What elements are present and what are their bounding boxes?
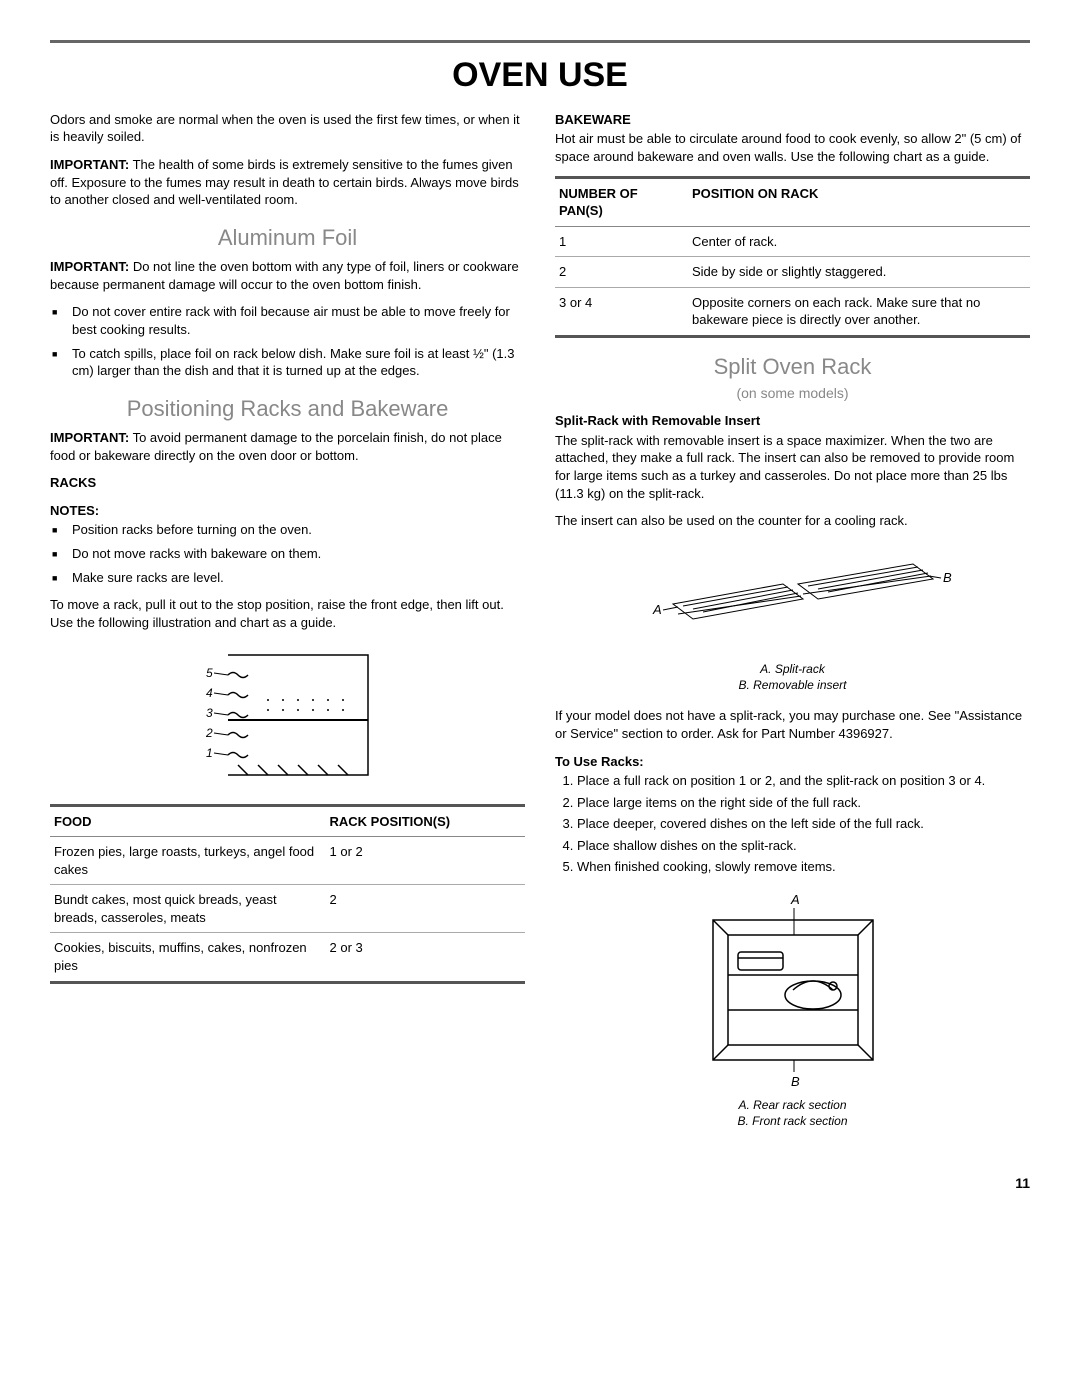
use-racks-label: To Use Racks: — [555, 753, 1030, 771]
split-rack-figure: A B A. Split-rack B. Removable insert — [555, 544, 1030, 694]
caption-line-b: B. Removable insert — [555, 678, 1030, 694]
table-row: 3 or 4 Opposite corners on each rack. Ma… — [555, 287, 1030, 336]
svg-text:A: A — [652, 602, 662, 617]
svg-text:B: B — [791, 1074, 800, 1089]
top-rule — [50, 40, 1030, 43]
step-item: Place large items on the right side of t… — [577, 794, 1030, 812]
pos-cell: 2 — [326, 885, 526, 933]
figure-caption: A. Rear rack section B. Front rack secti… — [555, 1098, 1030, 1129]
food-cell: Frozen pies, large roasts, turkeys, ange… — [50, 837, 326, 885]
aluminum-bullets: Do not cover entire rack with foil becau… — [50, 303, 525, 379]
svg-text:1: 1 — [206, 746, 213, 760]
svg-text:5: 5 — [206, 666, 213, 680]
bakeware-text: Hot air must be able to circulate around… — [555, 130, 1030, 165]
pan-pos-cell: Side by side or slightly staggered. — [688, 257, 1030, 288]
table-row: Bundt cakes, most quick breads, yeast br… — [50, 885, 525, 933]
pan-pos-cell: Opposite corners on each rack. Make sure… — [688, 287, 1030, 336]
page-title: OVEN USE — [50, 53, 1030, 99]
bullet-item: To catch spills, place foil on rack belo… — [72, 345, 525, 380]
table-header-food: FOOD — [50, 805, 326, 837]
move-rack-text: To move a rack, pull it out to the stop … — [50, 596, 525, 631]
figure-caption: A. Split-rack B. Removable insert — [555, 662, 1030, 693]
pos-cell: 2 or 3 — [326, 933, 526, 982]
svg-text:B: B — [943, 570, 952, 585]
table-header-position: POSITION ON RACK — [688, 177, 1030, 226]
rack-positions-figure: 5 4 3 2 1 — [50, 645, 525, 790]
important-label: IMPORTANT: — [50, 259, 129, 274]
racks-label: RACKS — [50, 474, 525, 492]
bullet-item: Do not move racks with bakeware on them. — [72, 545, 525, 563]
bullet-item: Do not cover entire rack with foil becau… — [72, 303, 525, 338]
pan-n-cell: 1 — [555, 226, 688, 257]
caption-line-a: A. Rear rack section — [555, 1098, 1030, 1114]
table-row: Cookies, biscuits, muffins, cakes, nonfr… — [50, 933, 525, 982]
caption-line-a: A. Split-rack — [555, 662, 1030, 678]
racks-notes: Position racks before turning on the ove… — [50, 521, 525, 586]
bullet-item: Position racks before turning on the ove… — [72, 521, 525, 539]
split-rack-p1: The split-rack with removable insert is … — [555, 432, 1030, 502]
pan-position-table: NUMBER OF PAN(S) POSITION ON RACK 1 Cent… — [555, 176, 1030, 338]
food-rack-table: FOOD RACK POSITION(S) Frozen pies, large… — [50, 804, 525, 984]
svg-text:2: 2 — [205, 726, 213, 740]
table-header-pans: NUMBER OF PAN(S) — [555, 177, 688, 226]
aluminum-foil-heading: Aluminum Foil — [50, 223, 525, 253]
table-row: 2 Side by side or slightly staggered. — [555, 257, 1030, 288]
step-item: Place a full rack on position 1 or 2, an… — [577, 772, 1030, 790]
aluminum-important: IMPORTANT: Do not line the oven bottom w… — [50, 258, 525, 293]
use-racks-steps: Place a full rack on position 1 or 2, an… — [555, 772, 1030, 876]
split-rack-p3: If your model does not have a split-rack… — [555, 707, 1030, 742]
pan-pos-cell: Center of rack. — [688, 226, 1030, 257]
svg-text:4: 4 — [206, 686, 213, 700]
table-row: Frozen pies, large roasts, turkeys, ange… — [50, 837, 525, 885]
split-rack-diagram-icon: A B — [623, 544, 963, 654]
split-rack-heading: Split Oven Rack — [555, 352, 1030, 382]
positioning-important: IMPORTANT: To avoid permanent damage to … — [50, 429, 525, 464]
table-row: 1 Center of rack. — [555, 226, 1030, 257]
split-rack-p2: The insert can also be used on the count… — [555, 512, 1030, 530]
oven-interior-figure: A B A. Rear rack section B. Front rack s… — [555, 890, 1030, 1130]
pan-n-cell: 2 — [555, 257, 688, 288]
pan-n-cell: 3 or 4 — [555, 287, 688, 336]
positioning-heading: Positioning Racks and Bakeware — [50, 394, 525, 424]
intro-paragraph: Odors and smoke are normal when the oven… — [50, 111, 525, 146]
food-cell: Bundt cakes, most quick breads, yeast br… — [50, 885, 326, 933]
split-rack-sub: (on some models) — [555, 384, 1030, 403]
food-cell: Cookies, biscuits, muffins, cakes, nonfr… — [50, 933, 326, 982]
rack-diagram-icon: 5 4 3 2 1 — [188, 645, 388, 785]
svg-text:A: A — [790, 892, 800, 907]
caption-line-b: B. Front rack section — [555, 1114, 1030, 1130]
two-column-layout: Odors and smoke are normal when the oven… — [50, 111, 1030, 1144]
split-rack-subhead: Split-Rack with Removable Insert — [555, 412, 1030, 430]
oven-interior-diagram-icon: A B — [683, 890, 903, 1090]
left-column: Odors and smoke are normal when the oven… — [50, 111, 525, 1144]
step-item: Place shallow dishes on the split-rack. — [577, 837, 1030, 855]
page-number: 11 — [50, 1174, 1030, 1193]
step-item: When finished cooking, slowly remove ite… — [577, 858, 1030, 876]
step-item: Place deeper, covered dishes on the left… — [577, 815, 1030, 833]
table-header-position: RACK POSITION(S) — [326, 805, 526, 837]
notes-label: NOTES: — [50, 502, 525, 520]
intro-important: IMPORTANT: The health of some birds is e… — [50, 156, 525, 209]
pos-cell: 1 or 2 — [326, 837, 526, 885]
right-column: BAKEWARE Hot air must be able to circula… — [555, 111, 1030, 1144]
important-label: IMPORTANT: — [50, 430, 129, 445]
svg-text:3: 3 — [206, 706, 213, 720]
bullet-item: Make sure racks are level. — [72, 569, 525, 587]
bakeware-heading: BAKEWARE — [555, 111, 1030, 129]
important-label: IMPORTANT: — [50, 157, 129, 172]
